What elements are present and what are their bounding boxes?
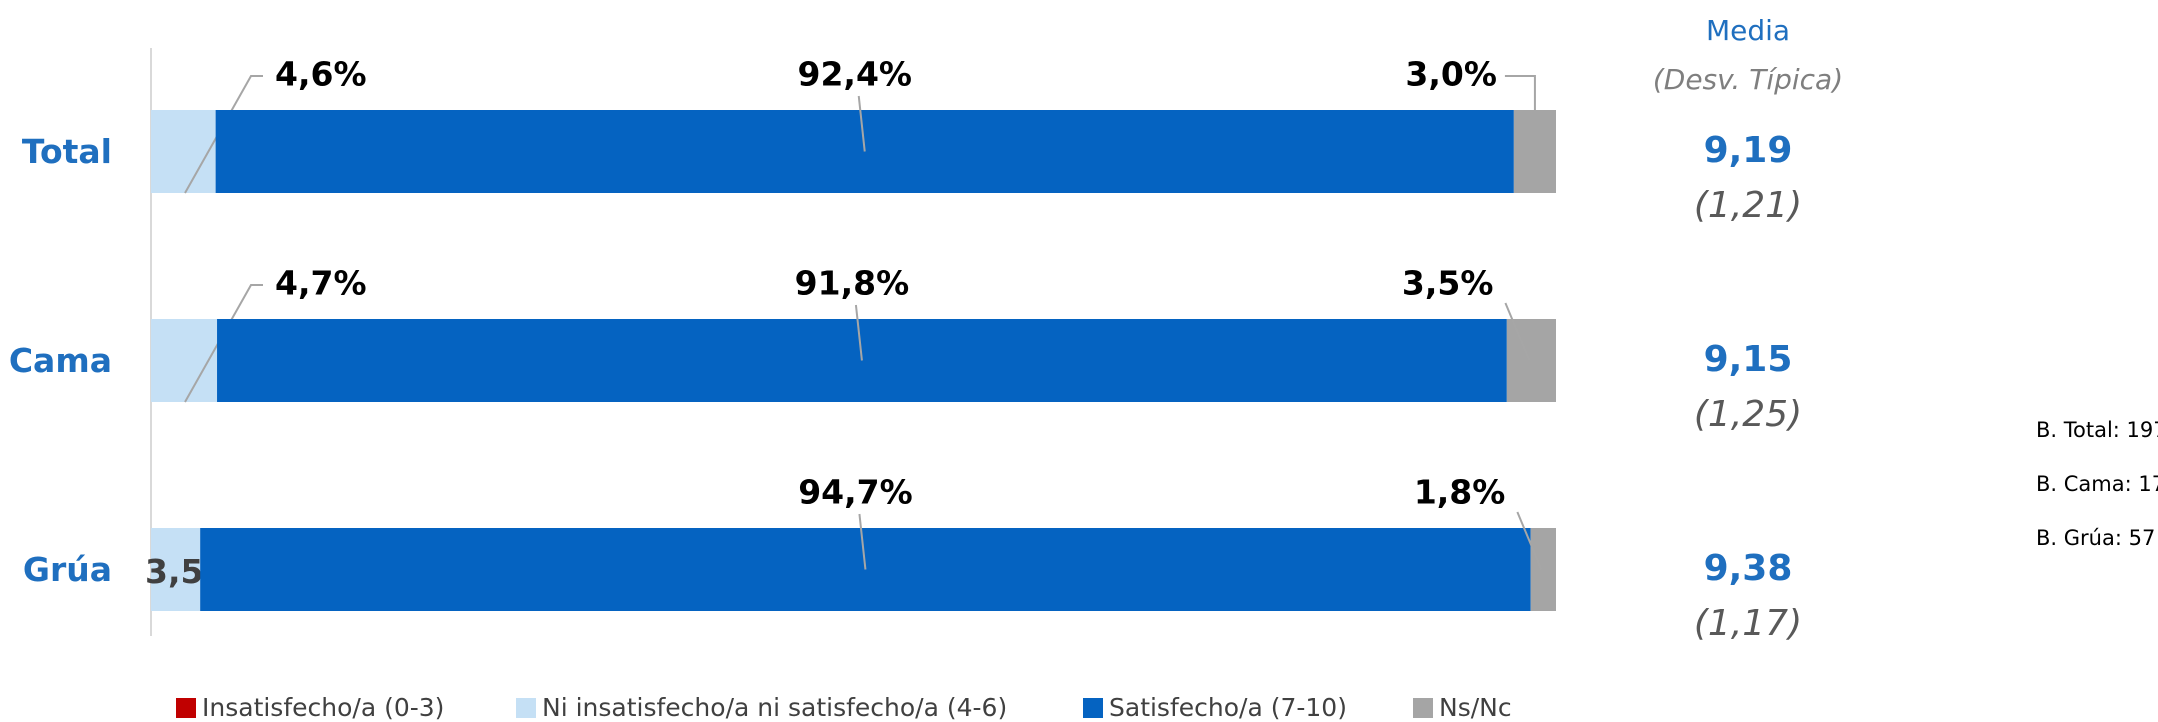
base-note: B. Cama: 170	[2036, 472, 2158, 496]
sd-value: (1,21)	[1694, 185, 1802, 226]
base-note: B. Grúa: 57	[2036, 526, 2155, 550]
legend-label: Ns/Nc	[1439, 693, 1512, 722]
stats-subtitle: (Desv. Típica)	[1653, 63, 1843, 96]
data-label: 4,6%	[275, 55, 367, 94]
legend-label: Satisfecho/a (7-10)	[1109, 693, 1347, 722]
leader-line	[1504, 302, 1531, 361]
base-note: B. Total: 197	[2036, 418, 2158, 442]
sd-value: (1,25)	[1694, 394, 1802, 435]
leader-line	[184, 75, 263, 194]
data-label: 91,8%	[795, 264, 910, 303]
bar-segment	[151, 319, 218, 402]
bar-segment	[151, 110, 216, 193]
legend-swatch	[1083, 698, 1103, 718]
bar-segment	[151, 528, 201, 611]
bar-segment	[1506, 319, 1556, 402]
legend-swatch	[516, 698, 536, 718]
leader-line	[857, 95, 866, 152]
mean-value: 9,38	[1704, 548, 1793, 589]
category-label: Cama	[9, 341, 112, 380]
leader-line	[1504, 75, 1536, 110]
data-label: 92,4%	[797, 55, 912, 94]
bar-segment	[1513, 110, 1556, 193]
data-label: 1,8%	[1414, 473, 1506, 512]
leader-line	[858, 513, 867, 570]
leader-line	[184, 284, 263, 403]
mean-value: 9,19	[1704, 130, 1793, 171]
bar-segment	[217, 319, 1507, 402]
legend-label: Ni insatisfecho/a ni satisfecho/a (4-6)	[542, 693, 1007, 722]
stats-title: Media	[1706, 14, 1790, 47]
legend-label: Insatisfecho/a (0-3)	[202, 693, 444, 722]
leader-line	[854, 304, 863, 361]
category-label: Grúa	[23, 550, 112, 589]
data-label: 3,0%	[1405, 55, 1497, 94]
bar-segment	[1530, 528, 1556, 611]
legend-swatch	[1413, 698, 1433, 718]
data-label: 3,5%	[1402, 264, 1494, 303]
mean-value: 9,15	[1704, 339, 1793, 380]
data-label: 94,7%	[798, 473, 913, 512]
leader-line	[1516, 511, 1543, 570]
data-label: 4,7%	[275, 264, 367, 303]
sd-value: (1,17)	[1694, 603, 1802, 644]
legend-swatch	[176, 698, 196, 718]
category-label: Total	[22, 132, 112, 171]
